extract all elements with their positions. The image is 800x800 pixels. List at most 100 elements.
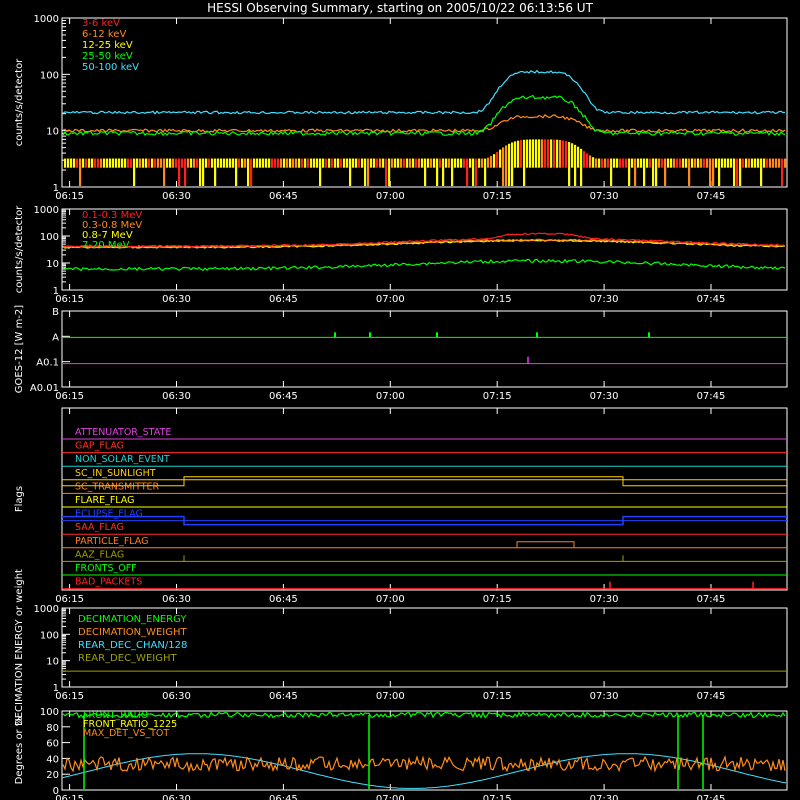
p4-frame — [61, 407, 788, 591]
p1-low-band-mark — [724, 158, 727, 168]
p1-low-band-mark — [733, 158, 736, 186]
p1-low-band-mark — [685, 158, 688, 168]
p1-low-band-mark — [247, 158, 250, 186]
p6-xtick-label: 07:00 — [376, 794, 405, 800]
p3-xtick-label: 06:45 — [269, 391, 298, 402]
p1-low-band-mark — [676, 158, 679, 168]
p3-ytick-label: A — [52, 332, 59, 343]
p1-low-band-mark — [508, 143, 511, 186]
p1-low-band-mark — [316, 158, 319, 168]
p2-xtick-label: 07:15 — [483, 294, 512, 305]
p1-low-band-mark — [109, 158, 112, 168]
p1-low-band-mark — [604, 158, 607, 168]
p1-panel: 06:15 06:30 06:45 07:00 07:15 07:30 07:45 count… — [14, 14, 788, 202]
p1-low-band-mark — [595, 158, 598, 168]
p5-xtick-label: 07:30 — [590, 691, 619, 702]
p1-low-band-mark — [211, 158, 214, 168]
p1-xtick-label: 07:15 — [483, 191, 512, 202]
p1-low-band-mark — [412, 158, 415, 168]
p1-low-band-mark — [397, 158, 400, 168]
p1-low-band-mark — [172, 158, 175, 168]
p1-low-band-mark — [163, 158, 166, 186]
p1-low-band-mark — [355, 158, 358, 168]
p1-low-band-mark — [700, 158, 703, 168]
p1-legend-3: 25-50 keV — [82, 51, 133, 62]
p1-low-band-mark — [187, 158, 190, 168]
p1-low-band-mark — [133, 158, 136, 186]
p1-low-band-mark — [439, 158, 442, 168]
p1-low-band-mark — [436, 158, 439, 186]
p1-low-band-mark — [160, 158, 163, 168]
p1-low-band-mark — [490, 156, 493, 168]
figure-title: HESSI Observing Summary, starting on 200… — [207, 1, 593, 15]
p1-low-band-mark — [292, 158, 295, 168]
p1-low-band-mark — [157, 158, 160, 168]
p1-low-band-mark — [136, 158, 139, 168]
p1-low-band-mark — [169, 158, 172, 168]
p1-low-band-mark — [532, 139, 535, 168]
p5-legend-0: DECIMATION_ENERGY — [78, 614, 187, 625]
p1-low-band-mark — [403, 158, 406, 168]
p1-low-band-mark — [361, 158, 364, 168]
p4-legend-1: GAP_FLAG — [75, 441, 124, 452]
p1-low-band-mark — [193, 158, 196, 168]
p1-low-band-mark — [88, 158, 91, 168]
p1-low-band-mark — [643, 158, 646, 186]
p1-low-band-mark — [775, 158, 778, 168]
p1-low-band-mark — [601, 158, 604, 168]
p1-low-band-mark — [664, 158, 667, 186]
p1-low-band-mark — [541, 139, 544, 168]
p4-xtick-label: 06:15 — [55, 594, 84, 605]
p1-low-band-mark — [148, 158, 151, 168]
p1-low-band-mark — [220, 158, 223, 168]
p1-low-band-mark — [655, 158, 658, 186]
p3-xtick-label: 07:15 — [483, 391, 512, 402]
p5-ylabel: DECIMATION ENERGY or weight — [14, 569, 25, 726]
p1-low-band-mark — [646, 158, 649, 168]
p1-low-band-mark — [325, 158, 328, 168]
p2-legend-0: 0.1-0.3 MeV — [82, 210, 142, 221]
p1-low-band-mark — [457, 158, 460, 168]
p3-xtick-label: 06:30 — [162, 391, 191, 402]
p5-panel: 06:15 06:30 06:45 07:00 07:15 07:30 07:45 DECIM… — [14, 569, 788, 726]
p1-low-band-mark — [766, 158, 769, 168]
p1-low-band-mark — [91, 158, 94, 168]
p1-low-band-mark — [352, 158, 355, 168]
p1-low-band-mark — [235, 158, 238, 186]
p1-low-band-mark — [463, 158, 466, 168]
p1-xtick-label: 06:15 — [55, 191, 84, 202]
p1-low-band-mark — [547, 139, 550, 168]
p1-low-band-mark — [682, 158, 685, 168]
p1-low-band-mark — [688, 158, 691, 186]
p2-legend-1: 0.3-0.8 MeV — [82, 220, 142, 231]
p1-low-band-mark — [517, 140, 520, 168]
p3-ytick-label: A0.01 — [30, 383, 59, 394]
p4-legend-8: PARTICLE_FLAG — [75, 536, 148, 547]
p1-low-band-mark — [85, 158, 88, 168]
p1-low-band-mark — [322, 158, 325, 168]
p1-low-band-mark — [535, 139, 538, 168]
p6-xtick-label: 06:45 — [269, 794, 298, 800]
p1-low-band-mark — [166, 158, 169, 168]
p1-low-band-mark — [637, 158, 640, 168]
p1-low-band-mark — [736, 158, 739, 186]
p1-xtick-label: 07:45 — [697, 191, 726, 202]
p1-ytick-label: 1000 — [34, 14, 59, 25]
p1-low-band-mark — [694, 158, 697, 168]
p1-low-band-mark — [697, 158, 700, 168]
p1-low-band-mark — [385, 158, 388, 186]
p6-panel: 06:15 06:30 06:45 07:00 07:15 07:30 07:45 Degre… — [14, 707, 788, 800]
p1-low-band-mark — [259, 158, 262, 168]
p1-low-band-mark — [349, 158, 352, 186]
p1-low-band-mark — [757, 158, 760, 168]
p1-low-band-mark — [499, 149, 502, 168]
p1-low-band-mark — [121, 158, 124, 168]
p1-low-band-mark — [118, 158, 121, 168]
p2-ytick-label: 1000 — [34, 205, 59, 216]
p1-low-band-mark — [715, 158, 718, 168]
p1-low-band-mark — [271, 158, 274, 168]
p5-xtick-label: 06:45 — [269, 691, 298, 702]
p2-xtick-label: 07:45 — [697, 294, 726, 305]
p4-xtick-label: 07:30 — [590, 594, 619, 605]
